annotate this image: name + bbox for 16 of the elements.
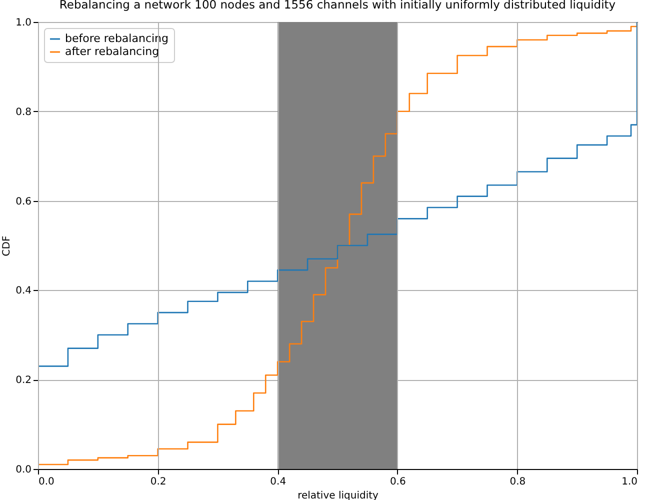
x-tick-label: 0.6 <box>390 476 406 488</box>
x-tick-label: 0.0 <box>38 476 54 488</box>
y-tick-label: 0.8 <box>16 106 32 118</box>
y-axis-title: CDF <box>2 236 13 256</box>
chart-title: Rebalancing a network 100 nodes and 1556 channels with initially uniformly distributed liquidity <box>59 0 616 12</box>
x-tick-label: 0.4 <box>270 476 286 488</box>
legend-label: before rebalancing <box>65 32 168 45</box>
x-tick-label: 1.0 <box>622 476 638 488</box>
y-tick-label: 0.0 <box>16 464 32 476</box>
x-tick-label: 0.8 <box>510 476 526 488</box>
x-tick-label: 0.2 <box>150 476 166 488</box>
y-tick-label: 1.0 <box>16 18 32 28</box>
y-tick-label: 0.6 <box>16 196 32 208</box>
y-tick-label: 0.2 <box>16 375 32 386</box>
legend-label: after rebalancing <box>65 45 160 58</box>
y-tick-label: 0.4 <box>16 286 32 297</box>
